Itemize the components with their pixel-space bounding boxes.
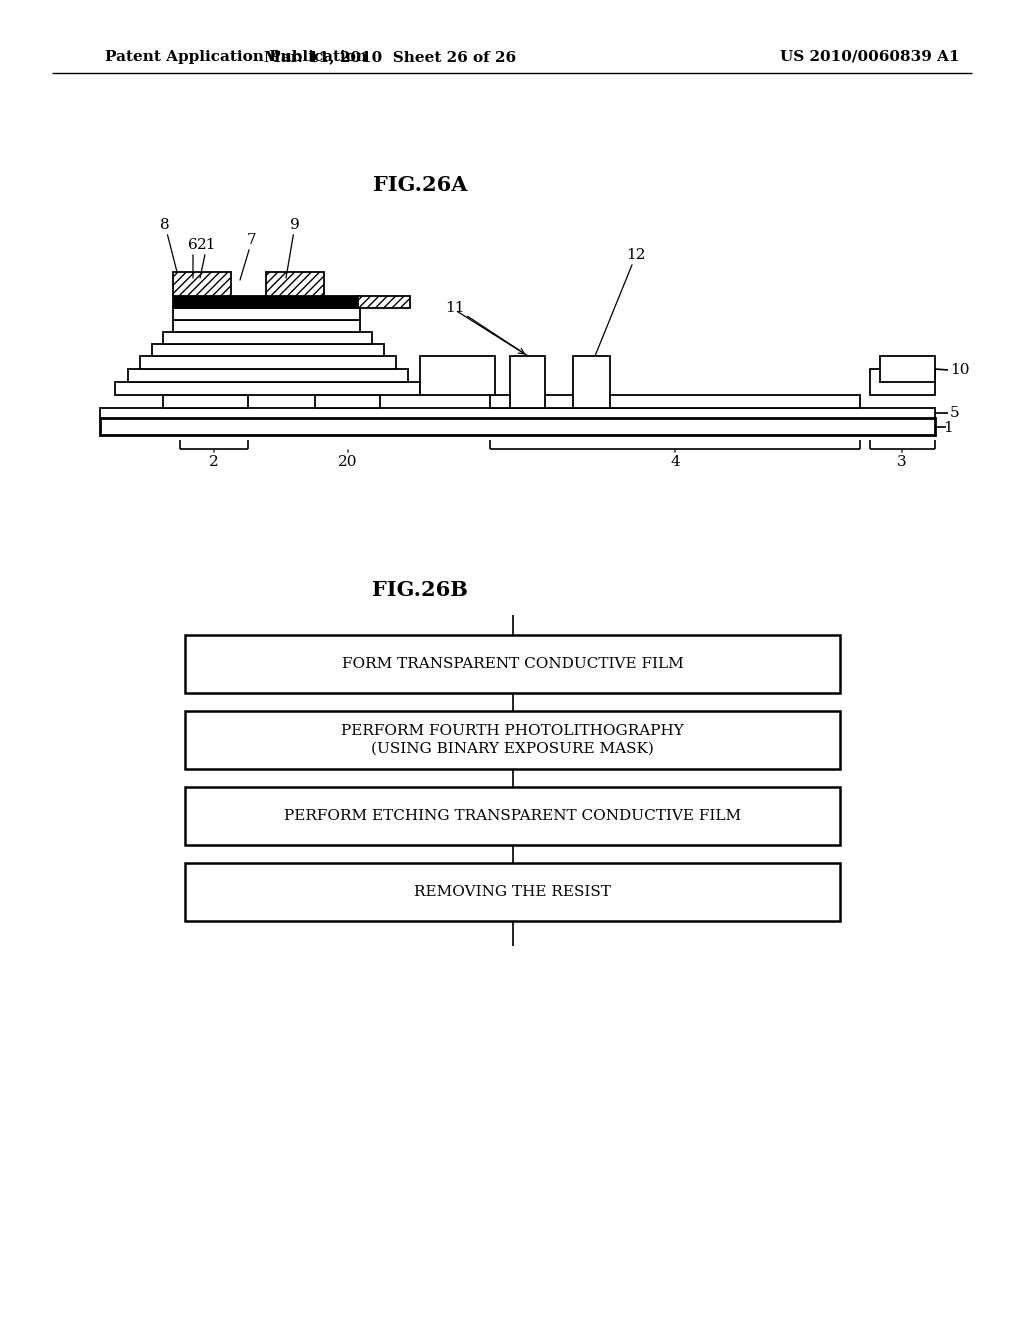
Text: 8: 8: [160, 218, 177, 272]
Bar: [185, 635, 840, 693]
Bar: [100, 408, 935, 418]
Bar: [573, 356, 610, 408]
Text: 7: 7: [240, 234, 257, 280]
Bar: [420, 356, 495, 395]
Bar: [173, 272, 231, 296]
Text: US 2010/0060839 A1: US 2010/0060839 A1: [780, 50, 959, 63]
Bar: [173, 308, 360, 319]
Text: 4: 4: [670, 450, 680, 469]
Text: FORM TRANSPARENT CONDUCTIVE FILM: FORM TRANSPARENT CONDUCTIVE FILM: [342, 657, 683, 671]
Bar: [510, 356, 545, 408]
Text: 3: 3: [897, 450, 907, 469]
Bar: [315, 395, 380, 408]
Bar: [266, 272, 324, 296]
Text: 20: 20: [338, 450, 357, 469]
Bar: [880, 356, 935, 381]
Bar: [173, 319, 360, 333]
Text: PERFORM FOURTH PHOTOLITHOGRAPHY: PERFORM FOURTH PHOTOLITHOGRAPHY: [341, 723, 684, 738]
Bar: [173, 296, 360, 308]
Text: 1: 1: [943, 421, 953, 436]
Text: FIG.26A: FIG.26A: [373, 176, 467, 195]
Bar: [185, 711, 840, 770]
Text: PERFORM ETCHING TRANSPARENT CONDUCTIVE FILM: PERFORM ETCHING TRANSPARENT CONDUCTIVE F…: [284, 809, 741, 822]
Bar: [128, 370, 408, 381]
Bar: [358, 296, 410, 308]
Bar: [152, 345, 384, 356]
Text: (USING BINARY EXPOSURE MASK): (USING BINARY EXPOSURE MASK): [371, 742, 654, 756]
Text: 5: 5: [950, 407, 959, 420]
Text: 11: 11: [445, 301, 528, 356]
Text: 9: 9: [286, 218, 300, 279]
Bar: [185, 863, 840, 921]
Text: FIG.26B: FIG.26B: [372, 579, 468, 601]
Bar: [490, 395, 860, 408]
Bar: [100, 418, 935, 436]
Bar: [115, 381, 420, 395]
Text: 12: 12: [595, 248, 646, 356]
Text: Patent Application Publication: Patent Application Publication: [105, 50, 367, 63]
Text: 10: 10: [950, 363, 970, 378]
Bar: [163, 333, 372, 345]
Bar: [185, 787, 840, 845]
Text: REMOVING THE RESIST: REMOVING THE RESIST: [414, 884, 611, 899]
Bar: [140, 356, 396, 370]
Text: 21: 21: [198, 238, 217, 279]
Bar: [163, 395, 248, 408]
Text: 2: 2: [209, 450, 219, 469]
Bar: [870, 370, 935, 395]
Text: 6: 6: [188, 238, 198, 279]
Text: Mar. 11, 2010  Sheet 26 of 26: Mar. 11, 2010 Sheet 26 of 26: [264, 50, 516, 63]
